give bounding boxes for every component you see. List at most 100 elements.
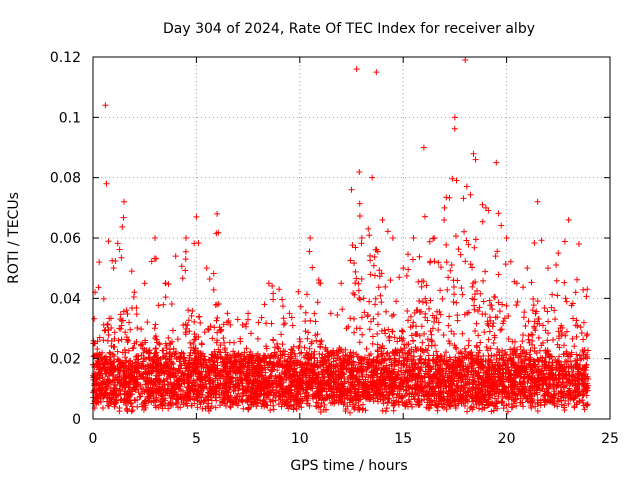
- data-point: [197, 319, 204, 326]
- data-point: [182, 248, 189, 255]
- data-point: [472, 328, 479, 335]
- data-point: [267, 407, 274, 414]
- data-point: [304, 291, 311, 298]
- data-point: [356, 168, 363, 175]
- data-point: [138, 326, 145, 333]
- data-point: [523, 349, 530, 356]
- data-point: [405, 266, 412, 273]
- data-point: [544, 308, 551, 315]
- data-point: [580, 319, 587, 326]
- data-point: [414, 306, 421, 313]
- data-point: [100, 295, 107, 302]
- data-point: [270, 336, 277, 343]
- data-point: [485, 336, 492, 343]
- data-point: [278, 331, 285, 338]
- data-point: [99, 405, 106, 412]
- data-point: [117, 316, 124, 323]
- data-point: [537, 402, 544, 409]
- data-point: [248, 330, 255, 337]
- data-point: [494, 248, 501, 255]
- data-point: [497, 327, 504, 334]
- data-point: [302, 328, 309, 335]
- data-point: [444, 286, 451, 293]
- data-point: [528, 279, 535, 286]
- data-point: [568, 349, 575, 356]
- data-point: [306, 248, 313, 255]
- data-point: [339, 306, 346, 313]
- data-point: [450, 299, 457, 306]
- data-point: [297, 338, 304, 345]
- data-point: [356, 339, 363, 346]
- data-point: [230, 348, 237, 355]
- data-point: [148, 258, 155, 265]
- data-point: [409, 256, 416, 263]
- data-point: [423, 299, 430, 306]
- data-point: [125, 347, 132, 354]
- data-point: [408, 332, 415, 339]
- data-point: [573, 401, 580, 408]
- data-point: [160, 301, 167, 308]
- data-point: [359, 331, 366, 338]
- data-point: [275, 345, 282, 352]
- data-point: [520, 284, 527, 291]
- data-point: [458, 285, 465, 292]
- data-point: [151, 255, 158, 262]
- data-point: [116, 408, 123, 415]
- data-point: [152, 321, 159, 328]
- data-point: [206, 276, 213, 283]
- data-point: [525, 318, 532, 325]
- data-point: [561, 279, 568, 286]
- data-point: [185, 307, 192, 314]
- data-point: [424, 347, 431, 354]
- data-point: [334, 312, 341, 319]
- data-point: [443, 259, 450, 266]
- data-point: [358, 275, 365, 282]
- data-point: [371, 253, 378, 260]
- data-point: [295, 288, 302, 295]
- data-point: [378, 327, 385, 334]
- data-point: [128, 268, 135, 275]
- data-point: [178, 263, 185, 270]
- data-point: [426, 238, 433, 245]
- data-point: [440, 332, 447, 339]
- data-point: [551, 307, 558, 314]
- data-point: [330, 358, 337, 365]
- data-point: [445, 274, 452, 281]
- data-point: [584, 347, 591, 354]
- data-point: [187, 339, 194, 346]
- data-point: [473, 320, 480, 327]
- data-point: [433, 348, 440, 355]
- data-point: [425, 352, 432, 359]
- data-point: [239, 322, 246, 329]
- data-point: [475, 405, 482, 412]
- data-point: [457, 251, 464, 258]
- data-point: [254, 335, 261, 342]
- data-point: [530, 302, 537, 309]
- data-point: [304, 335, 311, 342]
- data-point: [298, 349, 305, 356]
- data-point: [426, 305, 433, 312]
- data-point: [374, 330, 381, 337]
- data-point: [514, 298, 521, 305]
- data-point: [375, 311, 382, 318]
- data-point: [124, 405, 131, 412]
- data-point: [374, 321, 381, 328]
- data-point: [471, 302, 478, 309]
- data-point: [401, 345, 408, 352]
- data-point: [130, 344, 137, 351]
- data-point: [403, 272, 410, 279]
- data-point: [467, 261, 474, 268]
- data-point: [459, 330, 466, 337]
- data-point: [123, 307, 130, 314]
- data-point: [322, 346, 329, 353]
- data-point: [538, 237, 545, 244]
- data-point: [363, 345, 370, 352]
- data-point: [155, 302, 162, 309]
- data-point: [452, 354, 459, 361]
- data-point: [464, 408, 471, 415]
- data-point: [451, 125, 458, 132]
- data-point: [318, 337, 325, 344]
- data-point: [520, 403, 527, 410]
- data-point: [460, 195, 467, 202]
- data-point: [475, 308, 482, 315]
